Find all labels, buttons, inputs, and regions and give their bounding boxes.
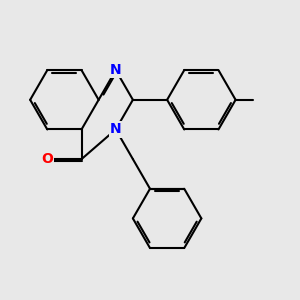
Text: O: O — [41, 152, 53, 166]
Text: N: N — [110, 122, 122, 136]
Text: N: N — [110, 63, 122, 77]
